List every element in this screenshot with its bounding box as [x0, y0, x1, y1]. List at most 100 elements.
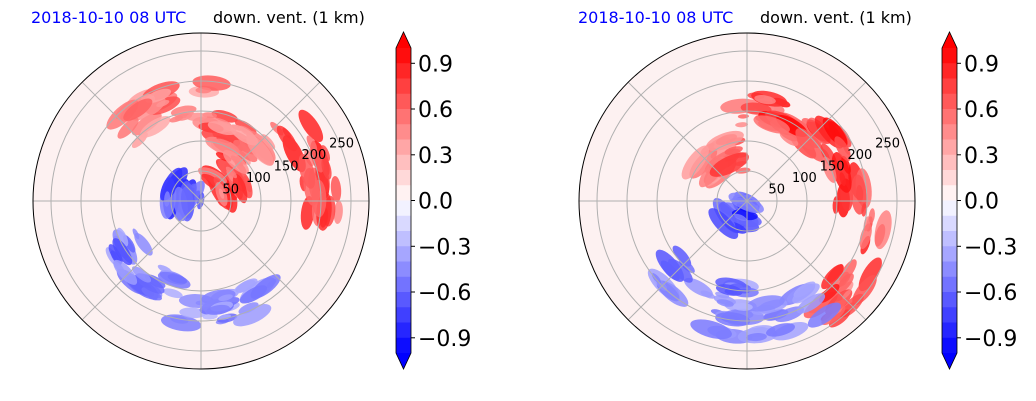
colorbar-segment [942, 48, 957, 64]
chart-panel-right: 2018-10-10 08 UTC down. vent. (1 km) 50 1… [546, 0, 1036, 401]
data-cell [306, 135, 318, 153]
data-cell [667, 258, 693, 283]
colorbar-segment [396, 292, 411, 308]
data-cell [202, 313, 218, 320]
colorbar-tick-label: −0.9 [418, 327, 471, 352]
colorbar-segment [396, 322, 411, 339]
colorbar-segment [942, 215, 957, 232]
data-cell [237, 170, 253, 199]
data-cell [233, 304, 272, 327]
data-cell [330, 175, 342, 203]
colorbar-tick-label: −0.3 [964, 235, 1017, 260]
data-cell [131, 266, 152, 283]
data-cell [156, 99, 170, 108]
colorbar-tick-label: 0.9 [418, 52, 453, 77]
radial-tick-label: 50 [768, 183, 785, 198]
data-cell [192, 75, 231, 91]
colorbar-segment [942, 231, 957, 247]
colorbar-segment [396, 93, 411, 110]
data-cell [233, 139, 258, 163]
colorbar-outline [941, 31, 958, 370]
radial-tick-label: 200 [301, 148, 326, 163]
data-cell [298, 109, 324, 143]
data-cell [705, 130, 744, 151]
data-cell [737, 114, 749, 119]
data-cell [162, 288, 183, 299]
radial-tick-label: 250 [329, 137, 354, 152]
radial-tick-label: 150 [820, 160, 845, 175]
colorbar-segment [396, 337, 411, 354]
colorbar-segment [942, 124, 957, 140]
angular-gridline [200, 81, 321, 202]
colorbar-segment [942, 93, 957, 110]
data-cell [206, 304, 230, 315]
data-cell [657, 280, 689, 307]
data-cell [861, 203, 867, 217]
data-cell [859, 223, 872, 249]
data-cell [874, 224, 886, 247]
colorbar-extend-max [396, 32, 411, 48]
radial-tick-label: 250 [875, 137, 900, 152]
colorbar-segment [942, 337, 957, 354]
colorbar-tick-label: −0.3 [418, 235, 471, 260]
colorbar-segment [942, 276, 957, 293]
data-cell [298, 153, 316, 189]
data-cell [195, 87, 212, 94]
radial-tick-label: 50 [222, 183, 239, 198]
data-cell [733, 213, 747, 221]
data-cell [180, 186, 194, 219]
data-cell [250, 274, 281, 299]
data-cell [710, 143, 737, 160]
data-cell [164, 191, 171, 207]
data-cell [753, 115, 790, 134]
colorbar-segment [942, 63, 957, 79]
data-cell [651, 273, 661, 284]
data-cell [134, 232, 153, 256]
angular-gridline [81, 81, 202, 202]
data-cell [715, 284, 743, 296]
data-cell [822, 156, 837, 183]
data-cell [160, 167, 183, 201]
data-cell [179, 307, 206, 319]
angular-gridline [200, 200, 321, 321]
data-cell [724, 146, 743, 155]
data-cell [766, 323, 795, 337]
radial-tick-label: 100 [792, 171, 817, 186]
radial-tick-label: 100 [246, 171, 271, 186]
colorbar-tick-label: −0.6 [964, 281, 1017, 306]
colorbar-segment [396, 154, 411, 171]
colorbar: 0.9 0.6 0.3 0.0 −0.3 −0.6 −0.9 [941, 31, 1017, 370]
colorbar-segment [396, 170, 411, 186]
data-cell [754, 95, 776, 105]
colorbar-segment [396, 139, 411, 156]
colorbar-tick-label: 0.6 [964, 98, 999, 123]
data-cell [112, 238, 133, 266]
data-cell [795, 128, 827, 162]
colorbar-segment [942, 185, 957, 201]
data-cell [839, 259, 857, 283]
colorbar-extend-min [396, 353, 411, 369]
data-cell [232, 174, 248, 204]
data-cell [831, 152, 852, 193]
colorbar-segment [396, 124, 411, 140]
colorbar-tick-label: 0.9 [964, 52, 999, 77]
colorbar-tick-label: 0.6 [418, 98, 453, 123]
data-cell [311, 148, 324, 173]
data-cell [218, 294, 233, 302]
data-cell [321, 145, 331, 162]
colorbar-segment [396, 307, 411, 323]
data-cell [123, 98, 153, 121]
colorbar-segment [942, 154, 957, 171]
colorbar-segment [396, 185, 411, 201]
colorbar-segment [942, 78, 957, 95]
polar-frame [578, 32, 916, 370]
data-cell [131, 112, 162, 136]
data-cell [836, 273, 854, 294]
colorbar-segment [396, 78, 411, 95]
colorbar-segment [942, 246, 957, 262]
chart-panel-left: 2018-10-10 08 UTC down. vent. (1 km) 50 1… [31, 8, 471, 370]
colorbar-segment [396, 231, 411, 247]
colorbar-tick-label: 0.3 [418, 144, 453, 169]
data-cell [276, 125, 298, 152]
